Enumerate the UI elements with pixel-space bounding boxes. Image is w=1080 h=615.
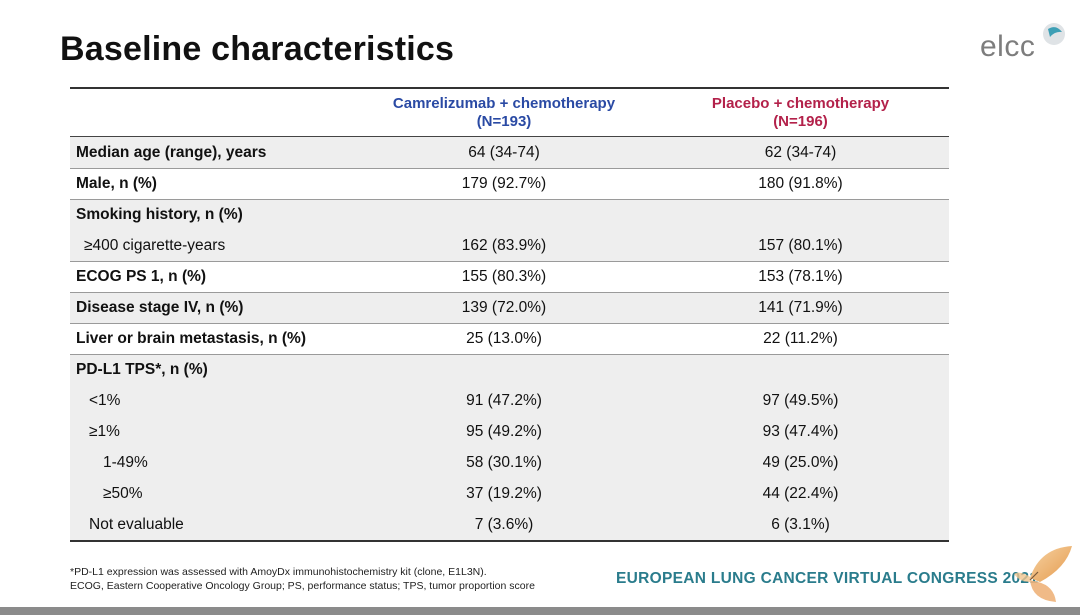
- row-label: PD-L1 TPS*, n (%): [76, 361, 208, 378]
- row-label: Male, n (%): [76, 175, 157, 192]
- table-row: ≥400 cigarette-years 162 (83.9%) 157 (80…: [70, 230, 949, 261]
- elcc-logo: elcc: [980, 20, 1072, 70]
- placebo-value: 93 (47.4%): [762, 422, 839, 440]
- header-camrelizumab: Camrelizumab + chemotherapy (N=193): [356, 95, 652, 131]
- row-label: 1-49%: [103, 453, 148, 471]
- table-row: Smoking history, n (%): [70, 199, 949, 230]
- header-camrelizumab-label: Camrelizumab + chemotherapy: [392, 94, 616, 112]
- table-row: PD-L1 TPS*, n (%): [70, 354, 949, 385]
- camrelizumab-value: 179 (92.7%): [461, 175, 547, 192]
- placebo-value: 22 (11.2%): [763, 330, 838, 347]
- placebo-value: 97 (49.5%): [762, 391, 839, 409]
- placebo-value: 141 (71.9%): [758, 299, 843, 316]
- row-label: ≥1%: [89, 422, 120, 440]
- header-camrelizumab-n: (N=193): [476, 112, 532, 130]
- table-row: Disease stage IV, n (%) 139 (72.0%) 141 …: [70, 292, 949, 323]
- row-label: <1%: [89, 391, 121, 409]
- row-label: Median age (range), years: [76, 143, 267, 161]
- header-placebo-n: (N=196): [773, 112, 828, 130]
- camrelizumab-value: 155 (80.3%): [461, 268, 547, 285]
- placebo-value: 153 (78.1%): [758, 268, 843, 285]
- bottom-bar: [0, 607, 1080, 615]
- placebo-value: 6 (3.1%): [771, 515, 830, 533]
- footnote-line-2: ECOG, Eastern Cooperative Oncology Group…: [70, 580, 535, 592]
- camrelizumab-value: 25 (13.0%): [466, 330, 542, 347]
- footnote-line-1: *PD-L1 expression was assessed with Amoy…: [70, 566, 487, 578]
- row-label: Disease stage IV, n (%): [76, 299, 244, 316]
- congress-name: EUROPEAN LUNG CANCER VIRTUAL CONGRESS 20…: [616, 570, 1039, 587]
- placebo-value: 44 (22.4%): [762, 484, 839, 502]
- logo-text: elcc: [980, 30, 1036, 63]
- row-label: ≥50%: [103, 484, 143, 502]
- table-row: Male, n (%) 179 (92.7%) 180 (91.8%): [70, 168, 949, 199]
- header-placebo: Placebo + chemotherapy (N=196): [652, 95, 949, 131]
- header-placebo-label: Placebo + chemotherapy: [711, 94, 890, 112]
- table-row: 1-49% 58 (30.1%) 49 (25.0%): [70, 447, 949, 478]
- row-label: Not evaluable: [89, 515, 184, 533]
- table-row: ECOG PS 1, n (%) 155 (80.3%) 153 (78.1%): [70, 261, 949, 292]
- placebo-value: 49 (25.0%): [762, 453, 839, 471]
- footnote: *PD-L1 expression was assessed with Amoy…: [70, 565, 590, 593]
- table-row: Median age (range), years 64 (34-74) 62 …: [70, 137, 949, 168]
- table-row: Liver or brain metastasis, n (%) 25 (13.…: [70, 323, 949, 354]
- camrelizumab-value: 95 (49.2%): [466, 422, 542, 440]
- row-label: Liver or brain metastasis, n (%): [76, 330, 306, 347]
- placebo-value: 180 (91.8%): [758, 175, 843, 192]
- butterfly-icon: [1014, 546, 1072, 602]
- camrelizumab-value: 64 (34-74): [468, 143, 540, 161]
- camrelizumab-value: 7 (3.6%): [474, 515, 534, 533]
- camrelizumab-value: 139 (72.0%): [461, 299, 547, 316]
- camrelizumab-value: 58 (30.1%): [466, 453, 542, 471]
- table-row: ≥50% 37 (19.2%) 44 (22.4%): [70, 478, 949, 509]
- row-label: ECOG PS 1, n (%): [76, 268, 207, 285]
- slide-title: Baseline characteristics: [60, 30, 455, 68]
- placebo-value: 157 (80.1%): [758, 236, 843, 254]
- camrelizumab-value: 162 (83.9%): [461, 236, 547, 254]
- row-label: ≥400 cigarette-years: [84, 236, 226, 254]
- table-row: Not evaluable 7 (3.6%) 6 (3.1%): [70, 509, 949, 540]
- table-row: ≥1% 95 (49.2%) 93 (47.4%): [70, 416, 949, 447]
- table-row: <1% 91 (47.2%) 97 (49.5%): [70, 385, 949, 416]
- camrelizumab-value: 37 (19.2%): [466, 484, 542, 502]
- baseline-table: Camrelizumab + chemotherapy (N=193) Plac…: [70, 87, 949, 542]
- camrelizumab-value: 91 (47.2%): [466, 391, 542, 409]
- logo-mark-icon: [1043, 23, 1065, 45]
- placebo-value: 62 (34-74): [764, 143, 837, 161]
- row-label: Smoking history, n (%): [76, 206, 243, 223]
- table-header: Camrelizumab + chemotherapy (N=193) Plac…: [70, 89, 949, 137]
